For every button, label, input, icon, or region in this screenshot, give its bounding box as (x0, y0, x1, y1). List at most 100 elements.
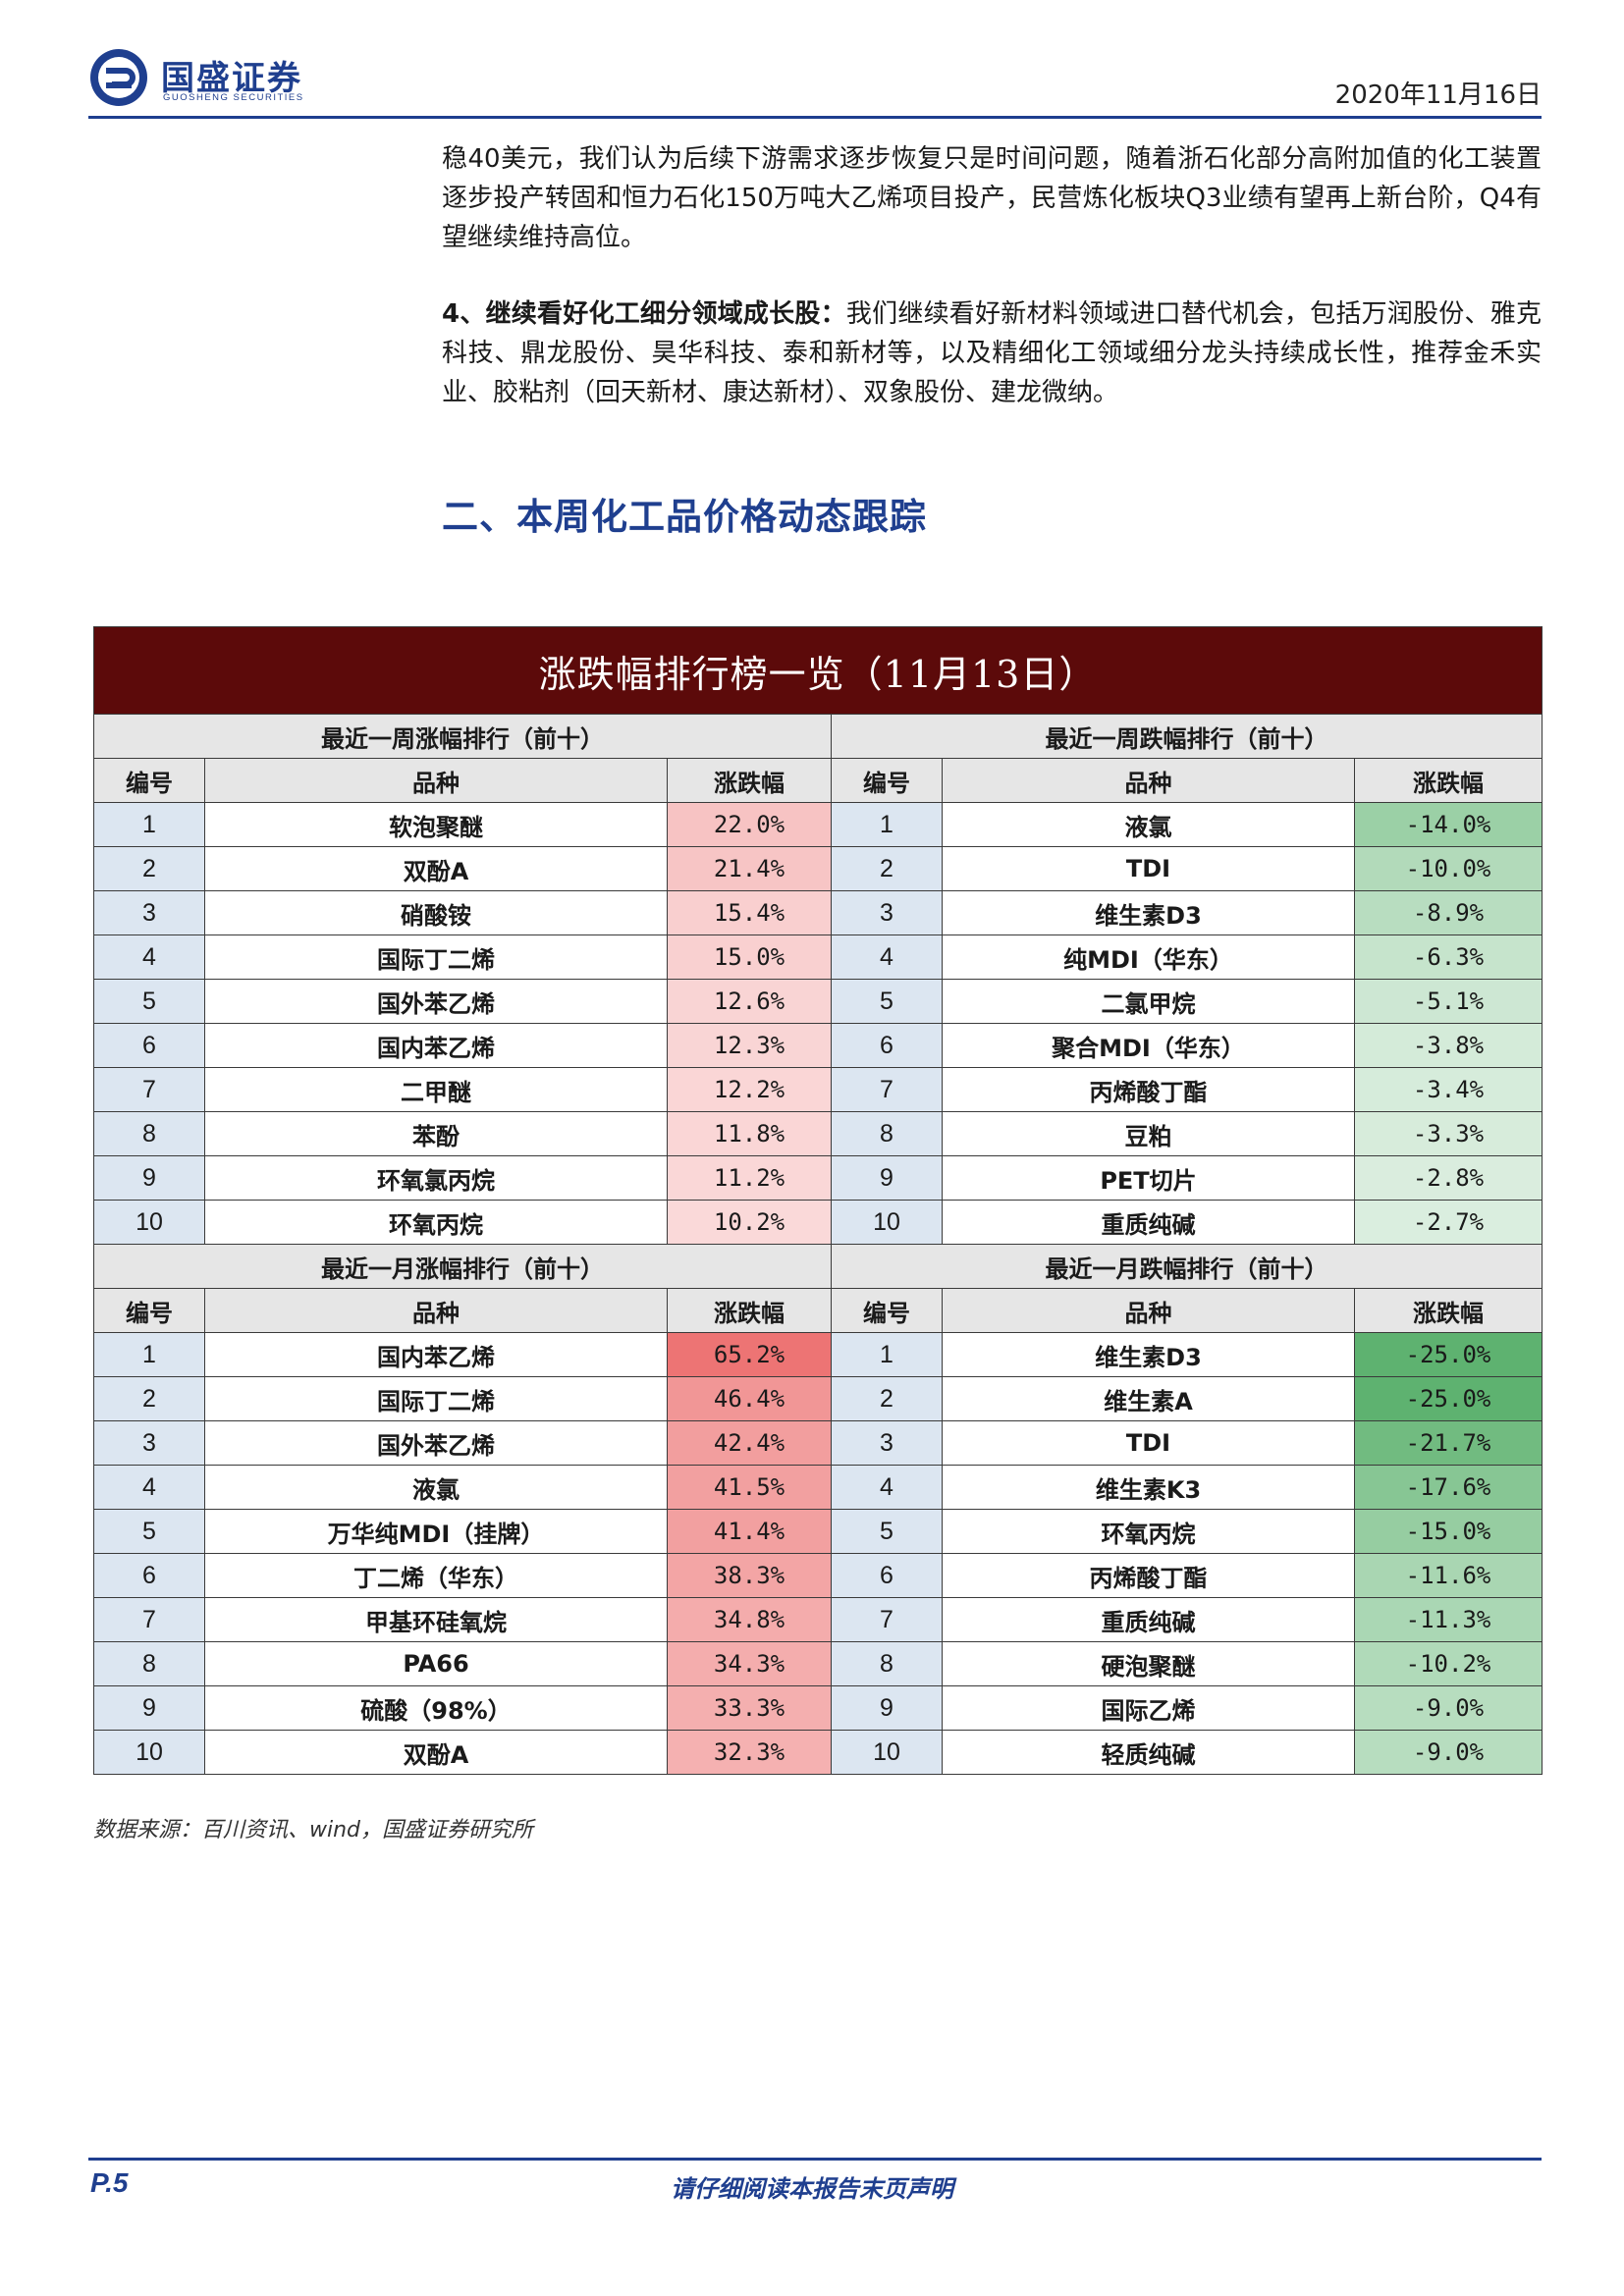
product-name-up: PA66 (204, 1641, 668, 1686)
rank-number-down: 10 (831, 1200, 943, 1245)
change-pct-up: 10.2% (667, 1200, 832, 1245)
product-name-up: 国外苯乙烯 (204, 1420, 668, 1466)
product-name-down: TDI (942, 1420, 1355, 1466)
rank-number-up: 3 (93, 1420, 205, 1466)
table-row: 4 国际丁二烯 15.0% 4 纯MDI（华东） -6.3% (93, 934, 1543, 980)
left-block-title: 最近一周涨幅排行（前十） (93, 714, 832, 759)
product-name-up: 液氯 (204, 1465, 668, 1510)
product-name-down: 维生素D3 (942, 890, 1355, 935)
change-pct-down: -8.9% (1354, 890, 1543, 935)
rank-number-down: 8 (831, 1111, 943, 1156)
table-row: 4 液氯 41.5% 4 维生素K3 -17.6% (93, 1465, 1543, 1510)
change-pct-up: 21.4% (667, 846, 832, 891)
change-pct-down: -11.3% (1354, 1597, 1543, 1642)
product-name-up: 丁二烯（华东） (204, 1553, 668, 1598)
product-name-up: 环氧丙烷 (204, 1200, 668, 1245)
product-name-up: 国际丁二烯 (204, 934, 668, 980)
change-pct-down: -2.8% (1354, 1155, 1543, 1201)
paragraph-2-lead: 4、继续看好化工细分领域成长股： (442, 299, 846, 329)
product-name-down: 硬泡聚醚 (942, 1641, 1355, 1686)
report-date: 2020年11月16日 (1334, 80, 1542, 110)
table-row: 5 国外苯乙烯 12.6% 5 二氯甲烷 -5.1% (93, 979, 1543, 1024)
column-header-no: 编号 (93, 1288, 205, 1333)
change-pct-up: 12.3% (667, 1023, 832, 1068)
change-pct-up: 11.2% (667, 1155, 832, 1201)
change-pct-up: 32.3% (667, 1730, 832, 1775)
change-pct-up: 22.0% (667, 802, 832, 847)
change-pct-down: -25.0% (1354, 1376, 1543, 1421)
product-name-up: 苯酚 (204, 1111, 668, 1156)
paragraph-1: 稳40美元，我们认为后续下游需求逐步恢复只是时间问题，随着浙石化部分高附加值的化… (442, 144, 1542, 252)
change-pct-down: -6.3% (1354, 934, 1543, 980)
rank-number-down: 6 (831, 1023, 943, 1068)
table-row: 2 双酚A 21.4% 2 TDI -10.0% (93, 846, 1543, 891)
product-name-up: 万华纯MDI（挂牌） (204, 1509, 668, 1554)
rank-number-down: 5 (831, 979, 943, 1024)
change-pct-down: -15.0% (1354, 1509, 1543, 1554)
change-pct-up: 65.2% (667, 1332, 832, 1377)
footer-divider (88, 2158, 1542, 2161)
column-header-no: 编号 (831, 758, 943, 803)
rank-number-down: 9 (831, 1155, 943, 1201)
left-block-title: 最近一月涨幅排行（前十） (93, 1244, 832, 1289)
table-row: 10 环氧丙烷 10.2% 10 重质纯碱 -2.7% (93, 1200, 1543, 1245)
rank-number-down: 10 (831, 1730, 943, 1775)
change-pct-down: -21.7% (1354, 1420, 1543, 1466)
rank-number-up: 9 (93, 1155, 205, 1201)
rank-number-up: 2 (93, 846, 205, 891)
product-name-down: 丙烯酸丁酯 (942, 1553, 1355, 1598)
product-name-down: 重质纯碱 (942, 1200, 1355, 1245)
rank-number-down: 2 (831, 1376, 943, 1421)
column-header-pct: 涨跌幅 (667, 758, 832, 803)
column-header-row: 编号 品种 涨跌幅 编号 品种 涨跌幅 (93, 758, 1543, 803)
rank-number-up: 9 (93, 1685, 205, 1731)
product-name-down: 豆粕 (942, 1111, 1355, 1156)
table-row: 6 丁二烯（华东） 38.3% 6 丙烯酸丁酯 -11.6% (93, 1553, 1543, 1598)
rank-number-down: 9 (831, 1685, 943, 1731)
company-logo-icon (90, 49, 147, 106)
product-name-down: 纯MDI（华东） (942, 934, 1355, 980)
table-row: 7 二甲醚 12.2% 7 丙烯酸丁酯 -3.4% (93, 1067, 1543, 1112)
rank-number-up: 4 (93, 1465, 205, 1510)
product-name-down: TDI (942, 846, 1355, 891)
change-pct-up: 34.3% (667, 1641, 832, 1686)
table-row: 9 硫酸（98%） 33.3% 9 国际乙烯 -9.0% (93, 1685, 1543, 1731)
rank-number-up: 3 (93, 890, 205, 935)
rank-number-down: 6 (831, 1553, 943, 1598)
product-name-down: 液氯 (942, 802, 1355, 847)
page-header: 国盛证券 GUOSHENG SECURITIES 2020年11月16日 (88, 47, 1542, 116)
table-title: 涨跌幅排行榜一览（11月13日） (93, 626, 1543, 715)
change-pct-up: 34.8% (667, 1597, 832, 1642)
table-row: 6 国内苯乙烯 12.3% 6 聚合MDI（华东） -3.8% (93, 1023, 1543, 1068)
rank-number-up: 10 (93, 1730, 205, 1775)
rank-number-down: 2 (831, 846, 943, 891)
table-row: 3 硝酸铵 15.4% 3 维生素D3 -8.9% (93, 890, 1543, 935)
product-name-down: 丙烯酸丁酯 (942, 1067, 1355, 1112)
block-header-row: 最近一周涨幅排行（前十） 最近一周跌幅排行（前十） (93, 714, 1543, 759)
rank-number-down: 3 (831, 890, 943, 935)
column-header-no: 编号 (93, 758, 205, 803)
product-name-down: 二氯甲烷 (942, 979, 1355, 1024)
change-pct-down: -9.0% (1354, 1730, 1543, 1775)
product-name-up: 环氧氯丙烷 (204, 1155, 668, 1201)
right-block-title: 最近一周跌幅排行（前十） (831, 714, 1543, 759)
change-pct-up: 15.0% (667, 934, 832, 980)
column-header-name: 品种 (204, 758, 668, 803)
rank-number-up: 6 (93, 1023, 205, 1068)
change-pct-down: -3.8% (1354, 1023, 1543, 1068)
change-pct-down: -9.0% (1354, 1685, 1543, 1731)
product-name-up: 国外苯乙烯 (204, 979, 668, 1024)
table-row: 1 软泡聚醚 22.0% 1 液氯 -14.0% (93, 802, 1543, 847)
change-pct-up: 33.3% (667, 1685, 832, 1731)
rank-number-up: 5 (93, 979, 205, 1024)
product-name-up: 国内苯乙烯 (204, 1332, 668, 1377)
table-row: 3 国外苯乙烯 42.4% 3 TDI -21.7% (93, 1420, 1543, 1466)
product-name-down: 国际乙烯 (942, 1685, 1355, 1731)
change-pct-down: -11.6% (1354, 1553, 1543, 1598)
change-pct-up: 41.5% (667, 1465, 832, 1510)
column-header-row: 编号 品种 涨跌幅 编号 品种 涨跌幅 (93, 1288, 1543, 1333)
data-source-note: 数据来源：百川资讯、wind，国盛证券研究所 (93, 1818, 534, 1842)
rank-number-down: 4 (831, 934, 943, 980)
rank-number-up: 5 (93, 1509, 205, 1554)
change-pct-up: 11.8% (667, 1111, 832, 1156)
